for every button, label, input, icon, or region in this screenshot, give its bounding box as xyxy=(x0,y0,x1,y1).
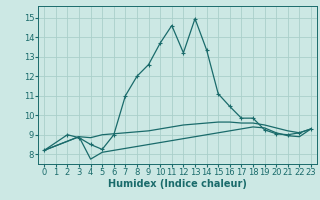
X-axis label: Humidex (Indice chaleur): Humidex (Indice chaleur) xyxy=(108,179,247,189)
